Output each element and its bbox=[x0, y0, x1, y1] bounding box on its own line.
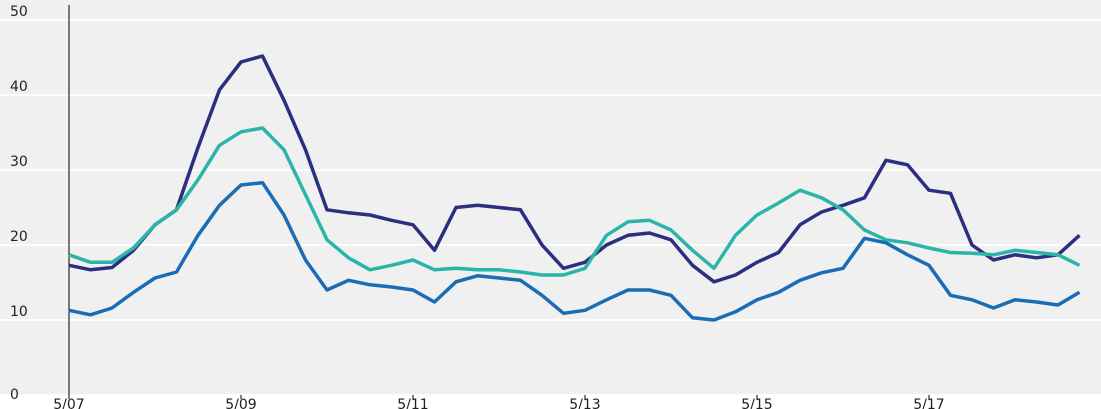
y-tick-label: 0 bbox=[10, 387, 19, 403]
data-line bbox=[68, 126, 1081, 277]
y-tick-label: 50 bbox=[10, 4, 28, 20]
x-tick-label: 5/09 bbox=[225, 397, 256, 409]
y-tick-label: 10 bbox=[10, 304, 28, 320]
x-tick-label: 5/17 bbox=[913, 397, 944, 409]
data-line bbox=[68, 54, 1081, 284]
y-tick-label: 40 bbox=[10, 79, 28, 95]
plot-background bbox=[0, 0, 1101, 395]
x-tick-label: 5/07 bbox=[53, 397, 84, 409]
x-tick-label: 5/13 bbox=[569, 397, 600, 409]
y-tick-label: 30 bbox=[10, 154, 28, 170]
y-tick-label: 20 bbox=[10, 229, 28, 245]
data-line bbox=[68, 180, 1081, 322]
x-tick-label: 5/11 bbox=[397, 397, 428, 409]
x-tick-label: 5/15 bbox=[741, 397, 772, 409]
